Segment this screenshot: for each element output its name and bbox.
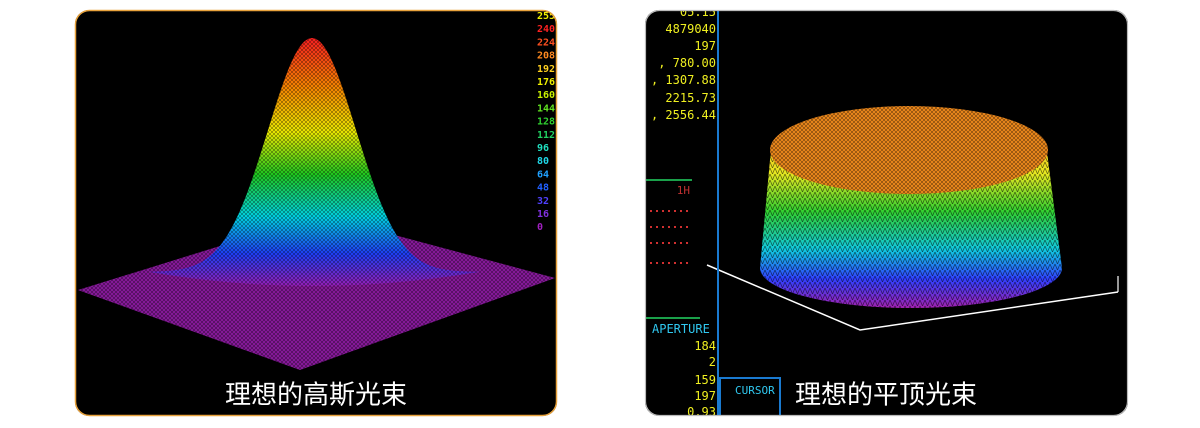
dot xyxy=(662,262,664,264)
scale-label: 64 xyxy=(537,169,549,180)
dot xyxy=(650,242,652,244)
aperture-value: 184 xyxy=(694,339,716,353)
dot xyxy=(668,226,670,228)
scale-label: 96 xyxy=(537,143,549,154)
scale-label: 112 xyxy=(537,130,555,141)
scale-label: 208 xyxy=(537,51,555,62)
dot xyxy=(680,210,682,212)
dot xyxy=(686,262,688,264)
dot xyxy=(662,226,664,228)
aperture-value: 0.93 xyxy=(687,405,716,419)
axes xyxy=(706,264,1119,331)
dot xyxy=(674,210,676,212)
readout: , 780.00 xyxy=(658,56,716,70)
dot xyxy=(650,210,652,212)
dot xyxy=(686,226,688,228)
scale-label: 48 xyxy=(537,183,549,194)
dot xyxy=(680,226,682,228)
dot xyxy=(686,242,688,244)
flat-top-panel: 05.15 4879040 197 , 780.00 , 1307.88 2215.73,… xyxy=(645,5,1128,419)
dot xyxy=(668,242,670,244)
aperture-value: 159 xyxy=(694,373,716,387)
dot xyxy=(650,226,652,228)
dot xyxy=(686,210,688,212)
panel-border xyxy=(74,9,558,417)
scale-label: 224 xyxy=(537,37,555,48)
scale-label: 240 xyxy=(537,24,555,35)
dot xyxy=(656,226,658,228)
scale-label: 128 xyxy=(537,117,555,128)
panel-border xyxy=(644,9,1129,417)
dot xyxy=(656,262,658,264)
dot xyxy=(674,262,676,264)
marker: 1H xyxy=(677,184,690,197)
readout: , 1307.88 xyxy=(651,73,716,87)
dot xyxy=(668,210,670,212)
dot xyxy=(656,242,658,244)
scale-label: 176 xyxy=(537,77,555,88)
readout: 197 xyxy=(694,39,716,53)
scale-label: 0 xyxy=(537,222,543,233)
dot xyxy=(680,262,682,264)
caption: 理想的平顶光束 xyxy=(795,381,977,411)
aperture-value: 197 xyxy=(694,389,716,403)
dot xyxy=(656,210,658,212)
readout: 05.15 xyxy=(680,5,716,19)
dot xyxy=(662,210,664,212)
scale-label: 160 xyxy=(537,90,555,101)
readout: , 2556.44 xyxy=(651,108,716,122)
scale-label: 255 xyxy=(537,11,555,22)
dot xyxy=(662,242,664,244)
dot xyxy=(668,262,670,264)
dot xyxy=(674,226,676,228)
scale-label: 80 xyxy=(537,156,549,167)
caption: 理想的高斯光束 xyxy=(225,381,407,411)
readout: 4879040 xyxy=(665,22,716,36)
scale-label: 192 xyxy=(537,64,555,75)
scale-label: 32 xyxy=(537,196,549,207)
scale-label: 16 xyxy=(537,209,549,220)
dot xyxy=(680,242,682,244)
dot xyxy=(650,262,652,264)
readout: 2215.73 xyxy=(665,91,716,105)
scale-label: 144 xyxy=(537,103,555,114)
aperture-label: APERTURE xyxy=(652,322,710,336)
cursor-label: CURSOR xyxy=(735,384,775,397)
gaussian-panel: 2552402242081921761601441281129680644832… xyxy=(75,10,557,416)
dot xyxy=(674,242,676,244)
aperture-value: 2 xyxy=(709,355,716,369)
